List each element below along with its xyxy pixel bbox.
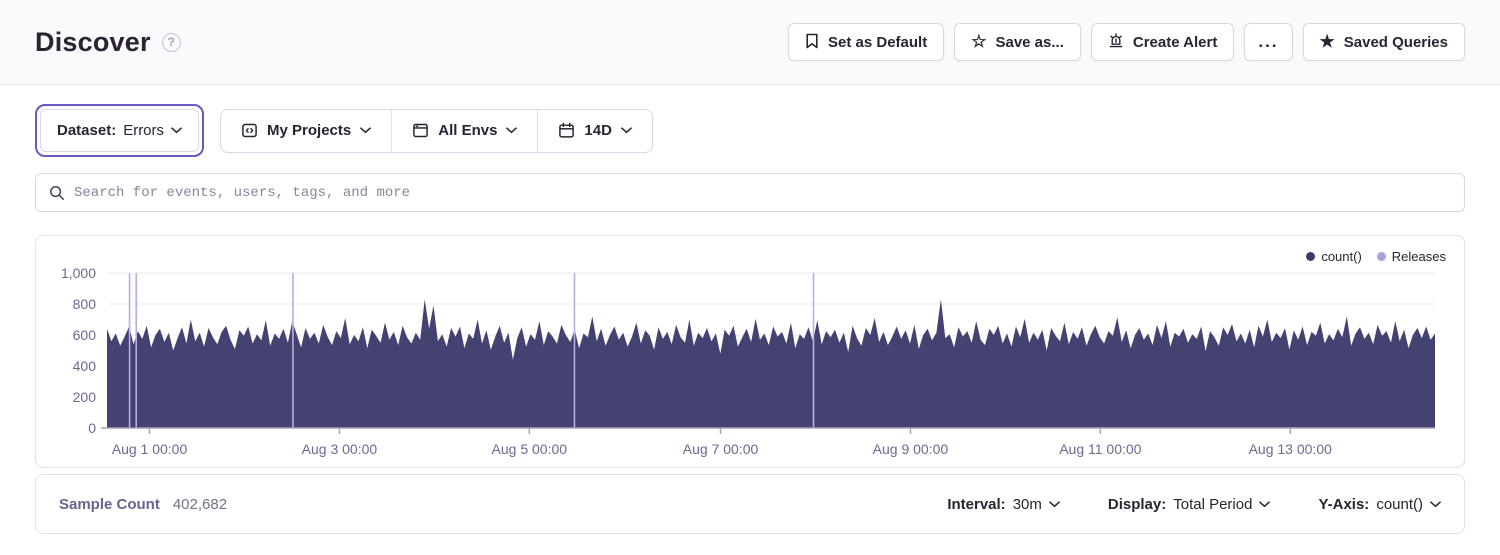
saved-queries-label: Saved Queries <box>1343 33 1448 51</box>
search-input[interactable] <box>74 184 1451 201</box>
search-bar <box>35 173 1465 212</box>
legend-item-count[interactable]: count() <box>1306 249 1362 264</box>
title-wrap: Discover ? <box>35 27 181 58</box>
legend-count-label: count() <box>1321 249 1362 264</box>
save-as-label: Save as... <box>995 33 1064 51</box>
svg-text:1,000: 1,000 <box>61 265 96 281</box>
environments-dropdown[interactable]: All Envs <box>391 109 537 152</box>
legend-item-releases[interactable]: Releases <box>1376 249 1446 264</box>
svg-text:Aug 3 00:00: Aug 3 00:00 <box>302 441 378 457</box>
display-dropdown[interactable]: Display: Total Period <box>1108 496 1271 513</box>
search-icon <box>50 185 64 200</box>
interval-dropdown[interactable]: Interval: 30m <box>947 496 1060 513</box>
interval-label: Interval: <box>947 495 1006 513</box>
set-as-default-button[interactable]: Set as Default <box>788 23 945 61</box>
page-filter-group: My Projects All Envs 14D <box>220 108 653 153</box>
save-as-button[interactable]: ☆ Save as... <box>954 23 1081 61</box>
svg-text:800: 800 <box>73 296 97 312</box>
yaxis-label: Y-Axis: <box>1318 495 1370 513</box>
chevron-down-icon <box>171 127 182 134</box>
window-icon <box>413 123 429 138</box>
releases-series-dot-icon <box>1376 252 1386 261</box>
date-range-label: 14D <box>584 122 612 139</box>
interval-value: 30m <box>1012 495 1042 513</box>
yaxis-value: count() <box>1376 495 1423 513</box>
filter-row: Dataset: Errors My Projects All Envs 14D <box>35 104 1465 157</box>
page-title: Discover <box>35 26 151 57</box>
chevron-down-icon <box>1259 500 1271 507</box>
chart-footer: Sample Count 402,682 Interval: 30m Displ… <box>35 474 1465 534</box>
chevron-down-icon <box>360 127 372 134</box>
saved-queries-button[interactable]: ★ Saved Queries <box>1302 23 1465 61</box>
environments-label: All Envs <box>438 122 498 139</box>
projects-icon <box>242 123 257 138</box>
dataset-dropdown[interactable]: Dataset: Errors <box>40 109 200 152</box>
chevron-down-icon <box>506 127 518 134</box>
svg-text:600: 600 <box>73 327 97 343</box>
svg-text:Aug 5 00:00: Aug 5 00:00 <box>492 441 568 457</box>
dataset-value: Errors <box>123 122 165 139</box>
page-header: Discover ? Set as Default ☆ Save as... C… <box>0 0 1500 85</box>
legend-releases-label: Releases <box>1391 249 1446 264</box>
svg-text:Aug 9 00:00: Aug 9 00:00 <box>873 441 949 457</box>
svg-text:Aug 11 00:00: Aug 11 00:00 <box>1059 441 1141 457</box>
help-icon[interactable]: ? <box>161 32 181 52</box>
dataset-label: Dataset: <box>57 122 117 139</box>
svg-text:Aug 13 00:00: Aug 13 00:00 <box>1249 441 1333 457</box>
count-series-dot-icon <box>1306 252 1316 261</box>
create-alert-label: Create Alert <box>1132 33 1218 51</box>
svg-text:0: 0 <box>88 420 96 436</box>
display-value: Total Period <box>1173 495 1253 513</box>
sample-count-label: Sample Count <box>59 495 160 513</box>
siren-icon <box>1109 33 1123 48</box>
svg-text:Aug 7 00:00: Aug 7 00:00 <box>683 441 759 457</box>
calendar-icon <box>559 122 575 138</box>
chevron-down-icon <box>1049 500 1060 507</box>
ellipsis-icon: ... <box>1258 32 1279 51</box>
projects-label: My Projects <box>267 122 352 139</box>
chevron-down-icon <box>1430 500 1441 507</box>
bookmark-icon <box>806 33 818 49</box>
star-filled-icon: ★ <box>1319 31 1335 51</box>
footer-controls: Interval: 30m Display: Total Period Y-Ax… <box>947 496 1441 513</box>
events-chart-panel: count() Releases 0 200 400 600 800 1,000 Aug 1… <box>35 235 1465 468</box>
more-actions-button[interactable]: ... <box>1244 23 1293 61</box>
svg-text:400: 400 <box>73 358 97 374</box>
yaxis-dropdown[interactable]: Y-Axis: count() <box>1318 496 1441 513</box>
dataset-highlight-outline: Dataset: Errors <box>35 104 205 157</box>
date-range-dropdown[interactable]: 14D <box>537 109 652 152</box>
errors-chart-svg[interactable]: 0 200 400 600 800 1,000 Aug 1 00:00 Aug 3 00:00… <box>36 236 1464 467</box>
chart-legend: count() Releases <box>1306 249 1446 264</box>
display-label: Display: <box>1107 495 1167 513</box>
svg-text:Aug 1 00:00: Aug 1 00:00 <box>112 441 188 457</box>
svg-text:200: 200 <box>73 389 97 405</box>
star-outline-icon: ☆ <box>971 31 987 51</box>
projects-dropdown[interactable]: My Projects <box>221 110 391 152</box>
sample-count: Sample Count 402,682 <box>59 496 227 513</box>
chevron-down-icon <box>621 127 632 134</box>
set-as-default-label: Set as Default <box>828 33 928 51</box>
create-alert-button[interactable]: Create Alert <box>1090 23 1235 61</box>
sample-count-value: 402,682 <box>172 495 228 513</box>
header-actions: Set as Default ☆ Save as... Create Alert… <box>788 23 1465 61</box>
